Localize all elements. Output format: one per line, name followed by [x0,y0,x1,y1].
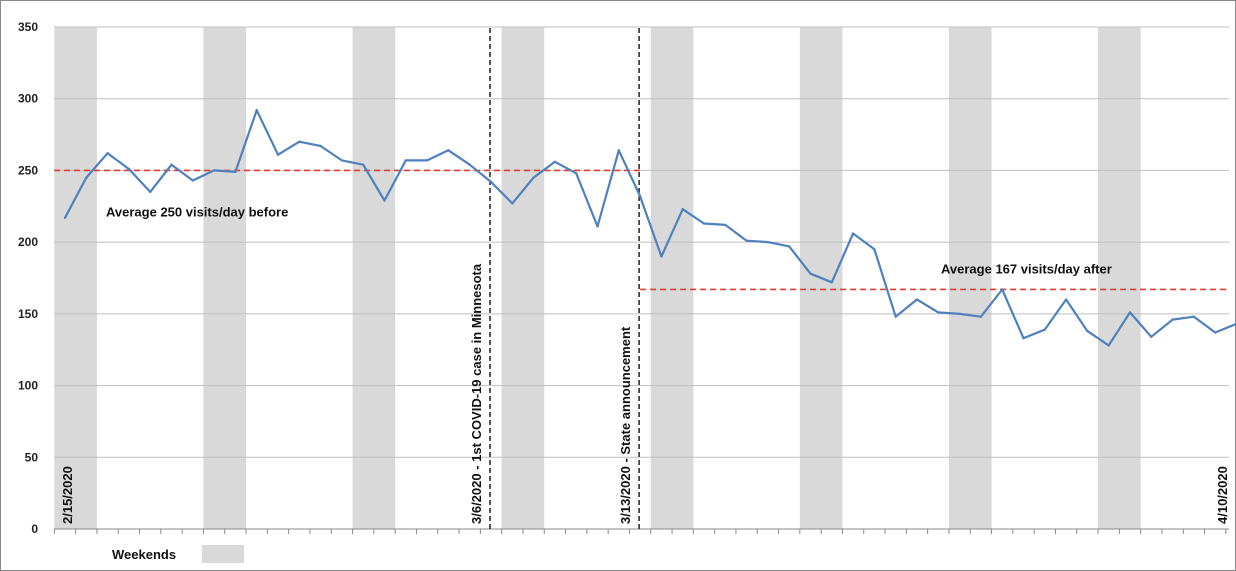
data-point-42 [937,311,940,314]
data-point-25 [575,172,578,175]
y-tick-label-350: 350 [18,20,38,34]
y-tick-label-50: 50 [25,450,39,464]
weekend-band-1 [54,27,97,529]
data-point-13 [319,144,322,148]
data-point-14 [340,159,344,162]
data-point-24 [553,160,557,164]
data-point-23 [532,176,535,179]
data-point-49 [1086,329,1089,333]
data-point-55 [1214,331,1217,334]
data-point-54 [1192,315,1196,318]
y-tick-label-250: 250 [18,163,38,177]
data-point-35 [788,245,791,248]
data-point-10 [255,108,258,112]
data-point-19 [447,149,450,152]
y-tick-label-100: 100 [18,379,38,393]
data-point-32 [724,223,727,227]
data-point-34 [766,240,770,244]
data-point-36 [809,272,812,275]
data-point-48 [1064,298,1068,301]
legend-label-weekends: Weekends [112,547,176,562]
y-tick-label-300: 300 [18,92,38,106]
weekend-band-2 [203,27,247,529]
data-point-47 [1043,328,1047,331]
data-point-20 [468,163,471,166]
average-label-before: Average 250 visits/day before [106,204,288,219]
data-point-16 [383,199,386,202]
data-point-46 [1022,337,1025,340]
data-point-37 [830,281,833,284]
data-point-2 [85,176,88,179]
x-axis-ticks [53,529,1227,534]
data-point-30 [681,207,684,211]
series-line-visits [64,109,1236,347]
event-lines: 3/6/2020 - 1st COVID-19 case in Minnesot… [469,28,640,529]
data-point-4 [127,167,131,171]
data-point-27 [617,149,620,152]
series-points [63,108,1236,347]
legend: Weekends [112,545,244,563]
data-point-40 [894,315,897,318]
data-point-11 [276,153,280,156]
data-point-18 [425,159,429,162]
data-point-26 [596,225,599,228]
y-tick-label-200: 200 [18,235,38,249]
event-label-2: 3/13/2020 - State announcement [618,326,633,524]
weekend-bands [54,27,1141,529]
weekend-band-8 [1098,27,1141,529]
data-point-8 [212,169,216,172]
y-tick-label-150: 150 [18,307,38,321]
data-point-3 [106,152,109,155]
data-point-9 [234,170,237,174]
data-point-43 [958,312,961,316]
data-point-51 [1128,311,1132,314]
data-point-21 [489,180,493,184]
data-point-7 [191,179,194,182]
data-point-17 [404,159,407,162]
data-point-41 [915,298,919,301]
weekend-band-7 [948,27,992,529]
data-point-45 [1001,288,1004,291]
event-label-1: 3/6/2020 - 1st COVID-19 case in Minnesot… [469,263,484,524]
weekend-band-3 [352,27,396,529]
end-date-label: 4/10/2020 [1215,466,1230,524]
data-point-12 [298,140,301,143]
data-point-15 [362,163,365,166]
weekend-band-5 [650,27,694,529]
data-point-52 [1150,335,1153,339]
data-point-53 [1171,318,1174,321]
average-lines: Average 250 visits/day before Average 167… [54,169,1229,291]
data-point-33 [745,239,748,242]
data-point-44 [979,315,983,318]
data-point-5 [149,190,152,194]
y-axis-ticks: 0 50 100 150 200 250 300 350 [18,20,38,536]
data-point-22 [511,202,514,205]
legend-swatch-weekends [202,545,244,563]
data-point-29 [660,255,663,258]
data-point-1 [63,216,67,219]
data-point-28 [638,195,642,198]
data-point-31 [702,222,706,225]
y-tick-label-0: 0 [31,522,38,536]
data-point-50 [1107,344,1110,347]
data-point-6 [170,163,173,166]
data-point-39 [873,248,876,251]
average-label-after: Average 167 visits/day after [941,261,1112,276]
data-point-38 [851,232,855,235]
weekend-band-4 [501,27,545,529]
start-date-label: 2/15/2020 [60,466,75,524]
